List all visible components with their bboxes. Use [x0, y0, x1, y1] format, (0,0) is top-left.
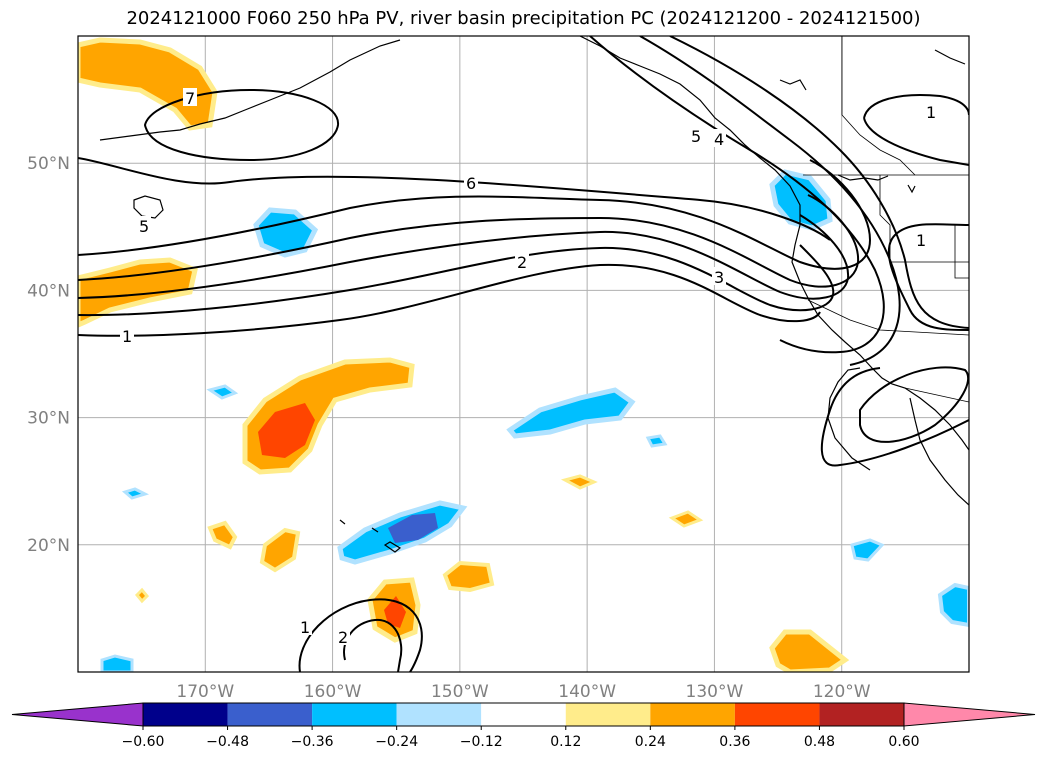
colorbar-tick-label: 0.24	[635, 734, 666, 750]
colorbar-bin	[143, 703, 228, 726]
colorbar-tick-label: −0.36	[291, 734, 334, 750]
latitude-tick-labels: 20°N 30°N 40°N 50°N	[27, 154, 70, 556]
lat-tick-label: 20°N	[27, 536, 70, 556]
colorbar-tick-label: −0.24	[375, 734, 418, 750]
precipitation-shading	[78, 36, 969, 672]
precip-anomaly-positive-small-1	[207, 520, 238, 550]
precip-anomaly-positive-dot	[134, 587, 150, 604]
lon-tick-label: 140°W	[558, 682, 616, 702]
colorbar-tick-label: −0.12	[460, 734, 503, 750]
map-background	[78, 36, 969, 672]
lon-tick-label: 160°W	[304, 682, 362, 702]
precip-anomaly-positive-small-2	[442, 560, 495, 593]
lon-tick-label: 130°W	[686, 682, 744, 702]
colorbar-tick-label: −0.60	[122, 734, 165, 750]
colorbar-bin	[396, 703, 482, 726]
precip-anomaly-negative-southwest	[100, 654, 134, 672]
contour-label-2: 2	[517, 253, 527, 272]
map-title: 2024121000 F060 250 hPa PV, river basin …	[126, 8, 921, 29]
contour-labels: 7 6 5 2 1 3 4 5 1 1 1 2	[120, 88, 938, 647]
contour-label-1: 1	[122, 327, 132, 346]
precip-anomaly-negative-small-1	[206, 384, 239, 400]
precip-anomaly-negative-coast	[769, 169, 833, 231]
precip-anomaly-positive-southeast	[769, 629, 850, 672]
lat-tick-label: 40°N	[27, 281, 70, 301]
colorbar-tick-label: 0.12	[550, 734, 581, 750]
precip-anomaly-negative-small-4	[850, 538, 885, 562]
contour-label-5-west: 5	[139, 217, 149, 236]
precip-anomaly-negative-small-2	[121, 487, 150, 500]
contour-label-2-south: 2	[338, 628, 348, 647]
contour-label-7: 7	[185, 89, 195, 108]
colorbar-bin	[312, 703, 397, 726]
contour-label-1-northeast: 1	[926, 103, 936, 122]
map-frame	[77, 35, 970, 673]
colorbar-tick-label: 0.60	[888, 734, 919, 750]
longitude-tick-labels: 170°W 160°W 150°W 140°W 130°W 120°W	[176, 682, 870, 702]
contour-label-6: 6	[466, 174, 476, 193]
precip-anomaly-positive-small-3	[560, 474, 598, 490]
lat-tick-label: 50°N	[27, 154, 70, 174]
colorbar-bin	[227, 703, 313, 726]
colorbar-bin	[565, 703, 651, 726]
lon-tick-label: 120°W	[813, 682, 871, 702]
colorbar-extend-high	[903, 702, 1036, 727]
colorbar-bin	[734, 703, 820, 726]
precip-anomaly-negative-midpacific	[506, 387, 636, 439]
precip-anomaly-positive-west	[78, 257, 198, 328]
colorbar-tick-label: 0.36	[719, 734, 750, 750]
map-plot-area: 7 6 5 2 1 3 4 5 1 1 1 2	[77, 35, 970, 673]
coastlines	[99, 36, 969, 553]
contour-label-4: 4	[714, 130, 724, 149]
colorbar-bin	[481, 703, 566, 726]
lon-tick-label: 150°W	[431, 682, 489, 702]
precip-anomaly-strong-central	[258, 403, 315, 458]
precip-anomaly-positive-alaska	[78, 37, 218, 131]
colorbar-extend-low	[11, 702, 144, 727]
colorbar-tick-label: 0.48	[804, 734, 835, 750]
precip-anomaly-strong-negative-hawaii	[388, 513, 438, 543]
precip-anomaly-negative-east-edge	[937, 582, 969, 628]
colorbar-tick-label: −0.48	[206, 734, 249, 750]
colorbar-bin	[650, 703, 735, 726]
lat-tick-label: 30°N	[27, 409, 70, 429]
contour-label-3: 3	[714, 268, 724, 287]
colorbar-frame	[142, 702, 905, 727]
precip-anomaly-negative-small-3	[645, 434, 668, 448]
precip-anomaly-negative-north	[253, 207, 319, 258]
colorbar-bin	[819, 703, 904, 726]
lon-tick-label: 170°W	[176, 682, 234, 702]
contour-label-1-east: 1	[916, 231, 926, 250]
contour-label-5-coast: 5	[691, 127, 701, 146]
colorbar: −0.60 −0.48 −0.36 −0.24 −0.12 0.12 0.24 0.36 0.4…	[11, 702, 1036, 750]
contour-label-1-south: 1	[300, 618, 310, 637]
pv-contours	[78, 36, 969, 672]
precip-anomaly-positive-small-4	[668, 510, 704, 528]
precip-anomaly-positive-hawaii-west	[259, 527, 301, 573]
